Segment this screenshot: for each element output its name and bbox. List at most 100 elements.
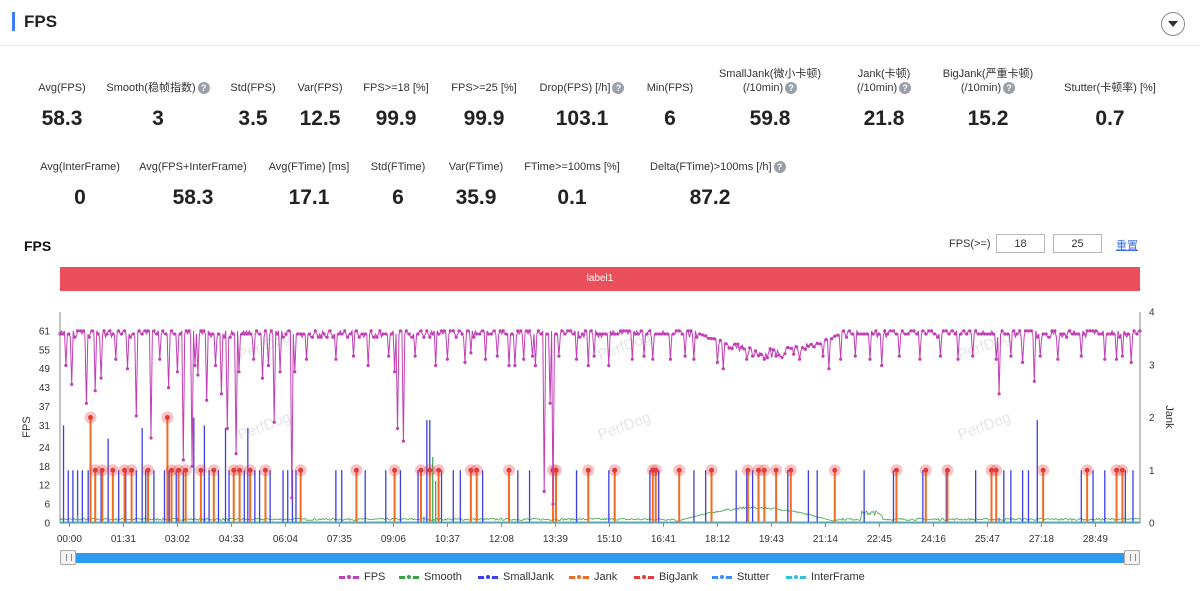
metric-label-text: Stutter(卡顿率) [%] xyxy=(1064,82,1156,94)
fps-point xyxy=(536,329,541,333)
fps-point xyxy=(348,332,353,336)
fps-point xyxy=(668,357,673,361)
bigjank-point xyxy=(553,467,559,473)
fps-point xyxy=(111,332,115,336)
metric-metrics_row1-11: Stutter(卡顿率) [%] 0.7 xyxy=(1050,81,1170,131)
fps-point xyxy=(909,329,913,333)
fps-point xyxy=(574,357,579,361)
fps-point xyxy=(322,332,326,336)
help-icon[interactable]: ? xyxy=(612,82,625,95)
fps-point xyxy=(930,329,934,333)
metric-label-text: Min(FPS) xyxy=(646,82,694,94)
metric-metrics_row1-1: Smooth(稳帧指数)? 3 xyxy=(98,81,218,131)
y-left-tick-label: 24 xyxy=(39,443,51,454)
bigjank-point xyxy=(993,467,999,473)
fps-point xyxy=(489,332,493,336)
fps-point xyxy=(492,329,496,333)
label-bar[interactable]: label1 xyxy=(60,267,1140,291)
slider-handle-start[interactable] xyxy=(60,550,76,565)
help-icon[interactable]: ? xyxy=(1003,82,1016,95)
fps-point xyxy=(395,426,400,431)
fps-point xyxy=(671,332,676,336)
fps-point xyxy=(293,370,297,374)
fps-point xyxy=(771,348,775,352)
fps-point xyxy=(950,329,954,333)
help-icon[interactable]: ? xyxy=(785,82,798,95)
bigjank-point xyxy=(755,467,761,473)
fps-point xyxy=(469,351,473,355)
chevron-down-icon xyxy=(1168,21,1178,27)
fps-point xyxy=(642,354,646,358)
x-tick-label: 16:41 xyxy=(651,534,676,545)
fps-point xyxy=(184,329,188,333)
fps-point xyxy=(753,349,758,353)
fps-point xyxy=(592,354,596,358)
fps-point xyxy=(269,329,273,333)
fps-point xyxy=(498,329,502,333)
bigjank-point xyxy=(773,467,779,473)
fps-point xyxy=(340,332,344,336)
fps-point xyxy=(742,347,746,351)
fps-point xyxy=(689,329,693,333)
fps-point xyxy=(663,332,667,336)
metric-metrics_row2-4: Var(FTime) 35.9 xyxy=(416,160,536,210)
fps-point xyxy=(921,329,925,333)
fps-point xyxy=(478,332,482,336)
fps-point xyxy=(1015,332,1019,336)
fps-point xyxy=(439,329,444,333)
fps-point xyxy=(216,332,221,336)
legend-marker xyxy=(345,573,353,581)
fps-point xyxy=(607,363,611,368)
fps-point xyxy=(803,347,808,351)
slider-track[interactable] xyxy=(68,553,1132,563)
fps-point xyxy=(1103,357,1107,361)
fps-point xyxy=(451,329,455,333)
metric-value: 21.8 xyxy=(863,107,905,130)
legend-marker xyxy=(792,573,800,581)
fps-point xyxy=(1003,332,1007,336)
metric-value: 17.1 xyxy=(288,186,330,209)
series-smooth-line xyxy=(59,506,1141,522)
fps-point xyxy=(850,332,855,336)
fps-threshold-input-2[interactable] xyxy=(1053,234,1102,253)
bigjank-point xyxy=(653,467,659,473)
metric-metrics_row2-6: Delta(FTime)>100ms [/h]? 87.2 xyxy=(650,160,786,210)
help-icon[interactable]: ? xyxy=(197,82,210,95)
fps-point xyxy=(944,329,948,333)
fps-point xyxy=(1129,360,1133,364)
fps-threshold-input-1[interactable] xyxy=(996,234,1045,253)
fps-point xyxy=(830,337,834,341)
bigjank-point xyxy=(506,467,512,473)
metric-metrics_row2-2: Avg(FTime) [ms] 17.1 xyxy=(249,160,369,210)
fps-point xyxy=(806,344,811,348)
fps-point xyxy=(683,354,687,358)
x-tick-label: 06:04 xyxy=(273,534,298,545)
help-icon[interactable]: ? xyxy=(773,161,786,174)
bigjank-point xyxy=(176,467,182,473)
fps-point xyxy=(413,354,417,358)
fps-point xyxy=(971,354,975,358)
fps-point xyxy=(897,354,901,358)
legend-label: Stutter xyxy=(737,571,770,583)
fps-point xyxy=(545,332,549,336)
fps-point xyxy=(877,332,881,336)
fps-point xyxy=(997,392,1001,396)
fps-point xyxy=(853,354,857,358)
time-range-slider[interactable] xyxy=(60,550,1140,565)
y-left-tick-label: 0 xyxy=(44,519,50,530)
section-header: FPS xyxy=(0,0,1200,46)
slider-handle-end[interactable] xyxy=(1124,550,1140,565)
fps-point xyxy=(962,329,966,333)
metric-label-unit: (/10min)? xyxy=(824,81,944,95)
collapse-button[interactable] xyxy=(1161,12,1185,36)
help-icon[interactable]: ? xyxy=(899,82,912,95)
fps-point xyxy=(639,329,643,333)
reset-link[interactable]: 重置 xyxy=(1116,240,1138,252)
metric-value: 3 xyxy=(152,107,164,130)
fps-point xyxy=(146,329,150,333)
bigjank-point xyxy=(164,415,170,420)
watermark-text: PerfDog xyxy=(956,409,1014,444)
fps-point xyxy=(695,335,699,339)
section-accent-bar xyxy=(12,12,15,31)
